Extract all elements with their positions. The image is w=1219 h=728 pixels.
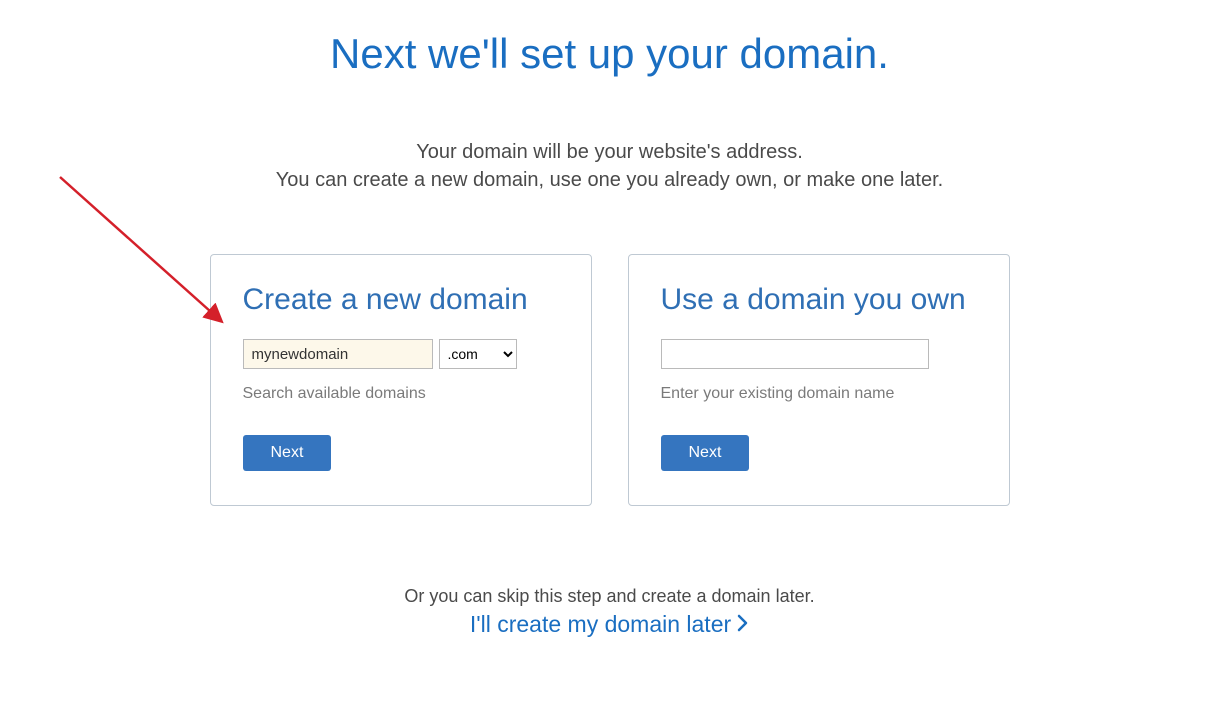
own-domain-next-button[interactable]: Next	[661, 435, 750, 471]
own-domain-helper: Enter your existing domain name	[661, 385, 977, 403]
page-subtitle: Your domain will be your website's addre…	[0, 138, 1219, 194]
own-domain-input-row	[661, 339, 977, 369]
create-domain-helper: Search available domains	[243, 385, 559, 403]
tld-select[interactable]: .com.net.org	[439, 339, 517, 369]
domain-panels: Create a new domain .com.net.org Search …	[0, 254, 1219, 506]
create-domain-next-button[interactable]: Next	[243, 435, 332, 471]
skip-link[interactable]: I'll create my domain later	[470, 611, 749, 638]
own-domain-title: Use a domain you own	[661, 283, 977, 317]
skip-text: Or you can skip this step and create a d…	[0, 586, 1219, 607]
create-domain-input-row: .com.net.org	[243, 339, 559, 369]
create-domain-panel: Create a new domain .com.net.org Search …	[210, 254, 592, 506]
new-domain-input[interactable]	[243, 339, 433, 369]
create-domain-title: Create a new domain	[243, 283, 559, 317]
own-domain-input[interactable]	[661, 339, 929, 369]
subtitle-line-1: Your domain will be your website's addre…	[0, 138, 1219, 166]
skip-link-label: I'll create my domain later	[470, 611, 731, 638]
own-domain-panel: Use a domain you own Enter your existing…	[628, 254, 1010, 506]
subtitle-line-2: You can create a new domain, use one you…	[0, 166, 1219, 194]
chevron-right-icon	[737, 611, 749, 638]
skip-section: Or you can skip this step and create a d…	[0, 586, 1219, 638]
page-title: Next we'll set up your domain.	[0, 30, 1219, 78]
